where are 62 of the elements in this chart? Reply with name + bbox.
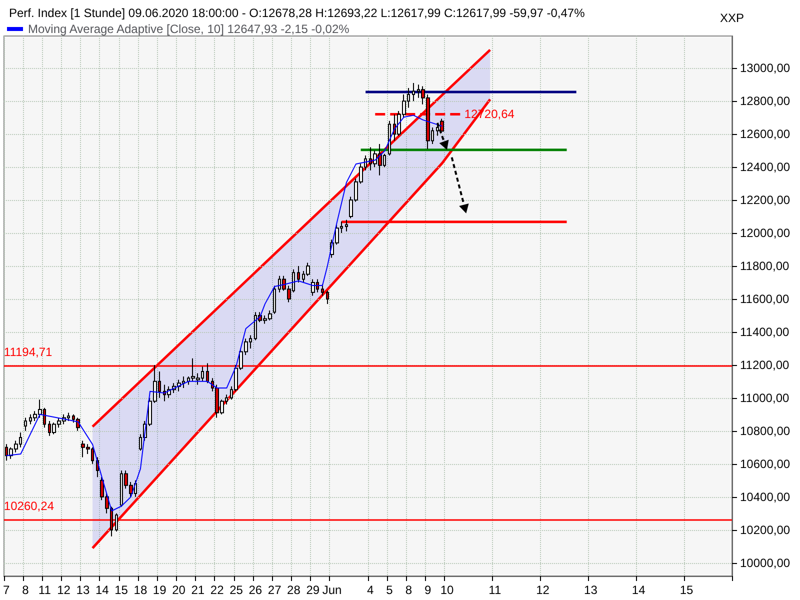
y-tick-label: 11400,00: [740, 324, 790, 339]
candlestick: [345, 219, 348, 232]
x-tick-label: 26: [248, 583, 262, 597]
x-tick-label: 12: [57, 583, 71, 597]
x-tick-label: 29: [306, 583, 320, 597]
ref-line-label: 11194,71: [4, 344, 53, 359]
line-series: [6, 114, 443, 512]
x-tick-label: 11: [488, 583, 502, 597]
x-tick-label: 13: [584, 583, 598, 597]
candlestick: [388, 120, 391, 156]
x-tick-label: 7: [2, 583, 10, 597]
y-tick-label: 10000,00: [740, 556, 790, 570]
x-tick-label: 25: [230, 583, 244, 597]
x-tick-label: 21: [191, 583, 205, 597]
x-tick-label: 15: [680, 583, 694, 597]
ref-line-label: 10260,24: [4, 498, 54, 513]
x-tick-label: 27: [268, 583, 282, 597]
chart-title: Perf. Index [1 Stunde] 09.06.2020 18:00:00 - O:12678,28 H:12693,22 L:12617,99 C:12617,99 -59,97 -0,47%: [9, 6, 586, 20]
y-tick-label: 10600,00: [740, 456, 790, 471]
x-tick-label: 15: [114, 583, 128, 597]
candlestick: [297, 266, 300, 284]
candlestick: [311, 278, 315, 296]
x-tick-label: Jun: [322, 583, 342, 597]
x-tick-label: 9: [424, 583, 432, 597]
y-tick-label: 10200,00: [740, 522, 790, 537]
candlestick: [115, 512, 118, 532]
candlestick: [326, 290, 329, 304]
x-tick-label: 14: [632, 583, 646, 597]
y-tick-label: 10800,00: [740, 424, 790, 438]
y-axis-title: XXP: [720, 11, 744, 25]
y-tick-label: 11000,00: [740, 390, 790, 405]
y-tick-label: 12000,00: [740, 226, 790, 240]
y-tick-label: 10400,00: [740, 490, 790, 504]
candlestick: [273, 285, 276, 314]
x-tick-label: 28: [287, 583, 301, 597]
x-tick-label: 22: [210, 583, 224, 597]
x-tick-label: 5: [386, 583, 394, 597]
x-tick-label: 20: [172, 583, 186, 597]
x-tick-label: 4: [367, 583, 374, 597]
x-tick-label: 18: [134, 583, 148, 597]
x-tick-label: 10: [440, 583, 454, 597]
x-tick-label: 11: [38, 583, 52, 597]
x-tick-label: 12: [536, 583, 550, 597]
y-tick-label: 12200,00: [740, 193, 790, 208]
y-tick-label: 11600,00: [740, 292, 790, 306]
y-tick-label: 12400,00: [740, 160, 790, 174]
candlestick: [24, 417, 27, 432]
y-tick-label: 13000,00: [740, 61, 790, 76]
candlestick: [206, 362, 209, 384]
y-tick-label: 12600,00: [740, 127, 790, 142]
legend-label: Moving Average Adaptive [Close, 10] 12647,93 -2,15 -0,02%: [28, 22, 350, 36]
x-tick-label: 19: [152, 583, 167, 597]
candlestick: [412, 82, 415, 102]
x-tick-label: 8: [405, 583, 412, 597]
candlestick: [440, 118, 444, 132]
x-tick-label: 14: [95, 583, 110, 597]
y-tick-label: 11800,00: [740, 259, 790, 274]
x-tick-label: 13: [76, 583, 90, 597]
candlestick: [321, 284, 324, 296]
x-tick-label: 8: [22, 583, 30, 597]
y-tick-label: 12800,00: [740, 94, 790, 108]
y-tick-label: 11200,00: [740, 358, 790, 372]
